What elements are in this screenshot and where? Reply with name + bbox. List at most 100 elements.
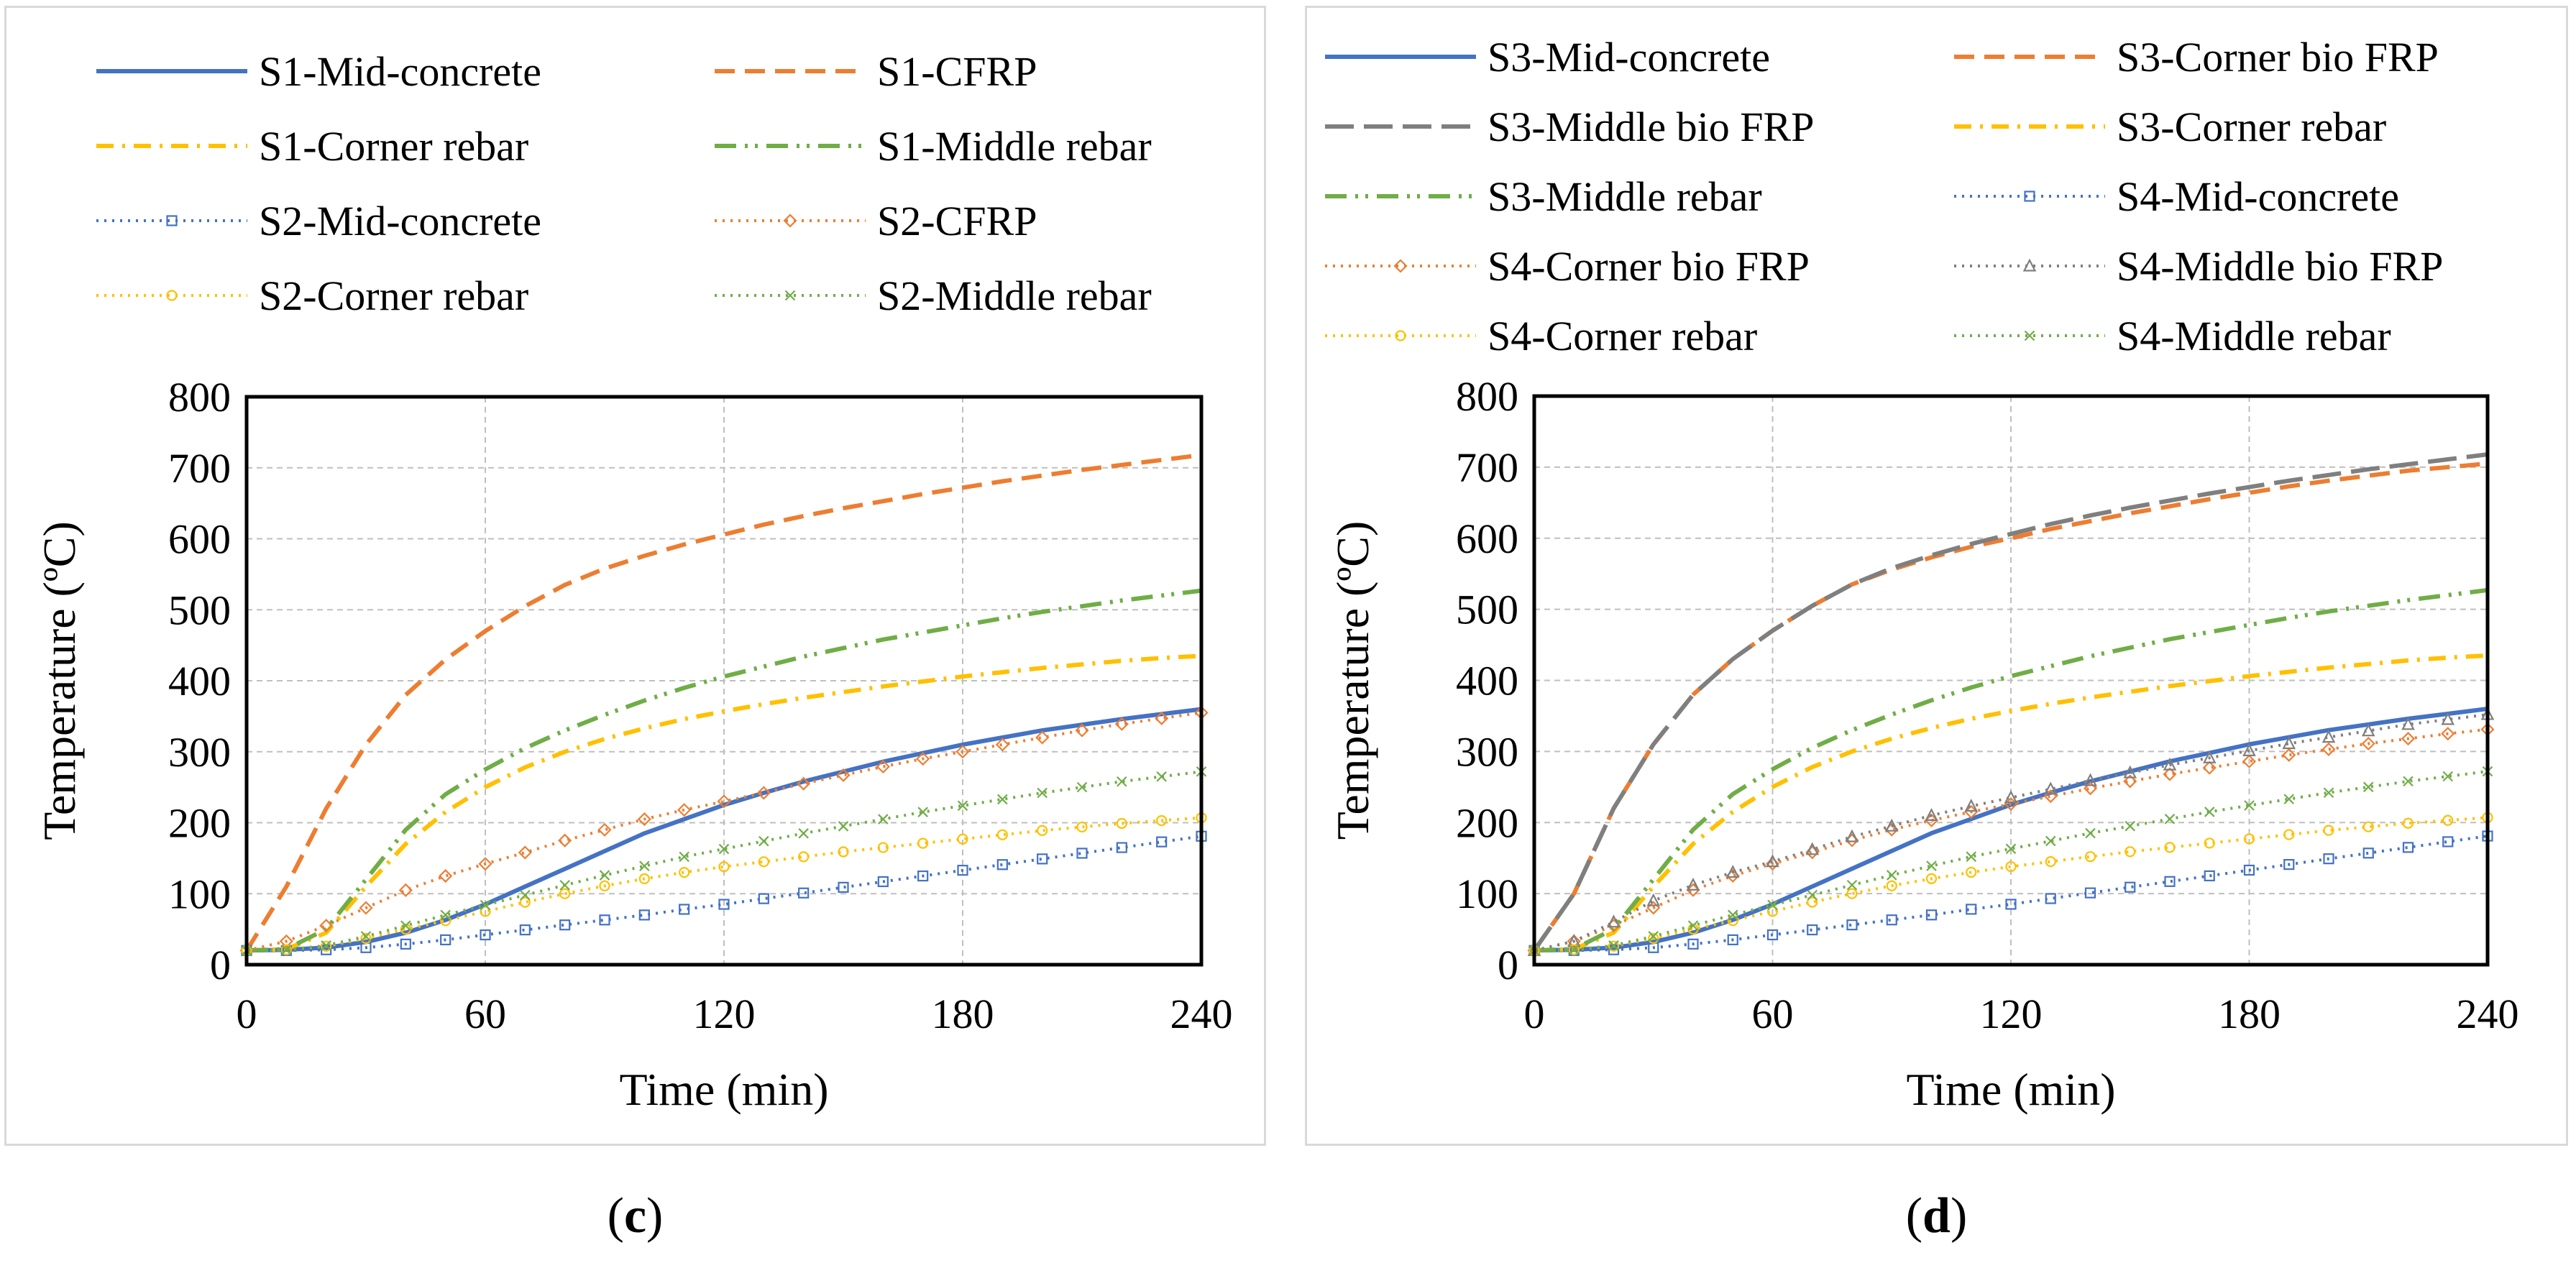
y-tick-label-100: 100 <box>168 871 231 917</box>
marker-s2-middle-rebar-230 <box>1156 771 1167 782</box>
y-tick-label-600: 600 <box>1456 515 1518 562</box>
marker-s4-middle-bio-frp-190 <box>2282 736 2296 750</box>
marker-s4-middle-bio-frp-90 <box>1884 818 1899 832</box>
grid <box>247 397 1201 965</box>
marker-s4-corner-rebar-220 <box>2402 817 2414 829</box>
legend-label-s4-middle-bio-frp: S4-Middle bio FRP <box>2117 243 2443 290</box>
marker-s4-middle-bio-frp-10 <box>1567 933 1581 947</box>
marker-s4-corner-rebar-170 <box>2204 837 2215 849</box>
marker-s2-middle-rebar-80 <box>559 880 570 891</box>
legend-marker-s4-mid-concrete <box>2024 190 2035 202</box>
marker-s4-middle-rebar-140 <box>2085 827 2096 839</box>
y-tick-label-400: 400 <box>1456 658 1518 704</box>
marker-s4-middle-bio-frp-220 <box>2401 717 2415 730</box>
marker-s2-corner-rebar-30 <box>360 932 372 945</box>
marker-s2-mid-concrete-80 <box>559 919 571 931</box>
legend-label-s2-middle-rebar: S2-Middle rebar <box>877 272 1152 319</box>
marker-s4-corner-rebar-210 <box>2362 821 2374 832</box>
marker-s2-middle-rebar-20 <box>321 940 331 951</box>
marker-s2-corner-rebar-150 <box>838 846 849 858</box>
caption-d: (d) <box>1905 1188 1968 1244</box>
marker-s4-corner-rebar-190 <box>2283 829 2295 840</box>
marker-s2-cfrp-120 <box>717 794 731 809</box>
marker-s2-corner-rebar-20 <box>321 940 332 952</box>
marker-s4-mid-concrete-80 <box>1846 919 1858 931</box>
series-markers-s4-middle-bio-frp <box>1527 707 2495 956</box>
marker-s2-cfrp-180 <box>955 745 970 759</box>
series-line-s1-corner-rebar <box>246 653 1202 953</box>
series-line-s1-middle-rebar <box>246 588 1202 953</box>
legend-label-s1-cfrp: S1-CFRP <box>877 48 1037 95</box>
marker-s2-cfrp-40 <box>398 883 413 897</box>
marker-s4-middle-bio-frp-230 <box>2441 712 2455 725</box>
y-tick-label-300: 300 <box>1456 728 1518 775</box>
y-tick-label-100: 100 <box>1456 871 1518 917</box>
marker-s2-corner-rebar-110 <box>679 867 690 878</box>
marker-s4-corner-rebar-110 <box>1966 866 1977 878</box>
marker-s4-corner-bio-frp-200 <box>2321 742 2336 756</box>
marker-s4-middle-rebar-150 <box>2124 820 2136 832</box>
legend-label-s3-middle-rebar: S3-Middle rebar <box>1488 173 1762 220</box>
marker-s2-cfrp-130 <box>756 786 771 800</box>
legend-label-s4-corner-bio-frp: S4-Corner bio FRP <box>1488 243 1810 290</box>
marker-s4-corner-bio-frp-110 <box>1964 804 1979 819</box>
x-tick-label-180: 180 <box>932 991 994 1037</box>
marker-s4-middle-bio-frp-50 <box>1725 865 1740 878</box>
marker-s4-corner-rebar-130 <box>2045 856 2056 868</box>
caption-c-letter: c <box>623 1188 647 1244</box>
marker-s4-mid-concrete-120 <box>2005 899 2017 910</box>
marker-s2-corner-rebar-130 <box>758 856 769 868</box>
marker-s4-mid-concrete-70 <box>1807 924 1818 936</box>
marker-s2-corner-rebar-200 <box>1037 825 1048 836</box>
y-axis-title: Temperature (ºC) <box>1327 521 1378 840</box>
marker-s2-corner-rebar-210 <box>1076 821 1088 833</box>
marker-s2-corner-rebar-180 <box>957 833 968 845</box>
marker-s4-corner-bio-frp-190 <box>2282 748 2296 762</box>
marker-s4-mid-concrete-150 <box>2124 881 2136 893</box>
legend-marker-s4-middle-bio-frp <box>2022 258 2037 272</box>
y-tick-label-200: 200 <box>168 800 231 847</box>
legend-marker-s4-corner-bio-frp <box>1393 259 1408 273</box>
marker-s4-corner-bio-frp-220 <box>2401 732 2416 746</box>
marker-s4-mid-concrete-140 <box>2084 887 2096 899</box>
marker-s2-corner-rebar-80 <box>559 888 571 899</box>
x-tick-label-0: 0 <box>1524 991 1545 1037</box>
marker-s4-middle-bio-frp-60 <box>1766 854 1779 868</box>
marker-s2-cfrp-140 <box>797 776 811 791</box>
marker-s2-cfrp-30 <box>359 901 373 915</box>
marker-s4-middle-rebar-220 <box>2403 776 2414 787</box>
marker-s2-cfrp-10 <box>279 934 293 948</box>
marker-s2-corner-rebar-170 <box>917 837 929 849</box>
series-line-s3-middle-rebar <box>1534 587 2488 953</box>
marker-s2-middle-rebar-180 <box>957 800 968 812</box>
series-markers-s4-middle-rebar <box>1528 766 2493 956</box>
marker-s2-cfrp-100 <box>637 812 651 827</box>
series-line-s3-corner-rebar <box>1534 653 2488 953</box>
legend-label-s1-mid-concrete: S1-Mid-concrete <box>259 48 541 95</box>
marker-s2-middle-rebar-10 <box>281 944 292 955</box>
marker-s2-middle-rebar-190 <box>997 794 1008 805</box>
chart-c: 0 100 200 300 400 500 600 700 800 0 60 120 180 240 Tim… <box>34 48 1233 1115</box>
marker-s4-middle-rebar-160 <box>2164 814 2176 825</box>
marker-s2-mid-concrete-40 <box>400 938 411 950</box>
legend-label-s1-corner-rebar: S1-Corner rebar <box>259 123 528 170</box>
series-line-s4-mid-concrete <box>1534 835 2488 952</box>
marker-s4-middle-bio-frp-180 <box>2242 743 2256 756</box>
series-line-s3-middle-bio-frp <box>1532 452 2488 952</box>
x-tick-label-0: 0 <box>237 991 257 1037</box>
legend-label-s2-mid-concrete: S2-Mid-concrete <box>259 198 541 244</box>
marker-s2-mid-concrete-200 <box>1037 853 1048 865</box>
chart-panel-d: 0 100 200 300 400 500 600 700 800 0 60 120 180 240 Tim… <box>1305 6 2568 1146</box>
marker-s2-middle-rebar-110 <box>679 851 689 863</box>
x-tick-label-240: 240 <box>1170 991 1233 1037</box>
marker-s4-corner-bio-frp-160 <box>2163 767 2177 781</box>
marker-s4-middle-bio-frp-80 <box>1845 829 1859 842</box>
series-line-s2-mid-concrete <box>247 835 1202 952</box>
marker-s4-middle-bio-frp-150 <box>2123 765 2137 779</box>
marker-s4-middle-bio-frp-160 <box>2163 757 2177 771</box>
legend-marker-s2-mid-concrete <box>166 215 178 226</box>
series-line-s4-corner-bio-frp <box>1534 727 2488 952</box>
marker-s2-mid-concrete-180 <box>957 865 968 876</box>
y-tick-label-200: 200 <box>1456 799 1518 846</box>
marker-s4-middle-rebar-200 <box>2323 787 2334 798</box>
